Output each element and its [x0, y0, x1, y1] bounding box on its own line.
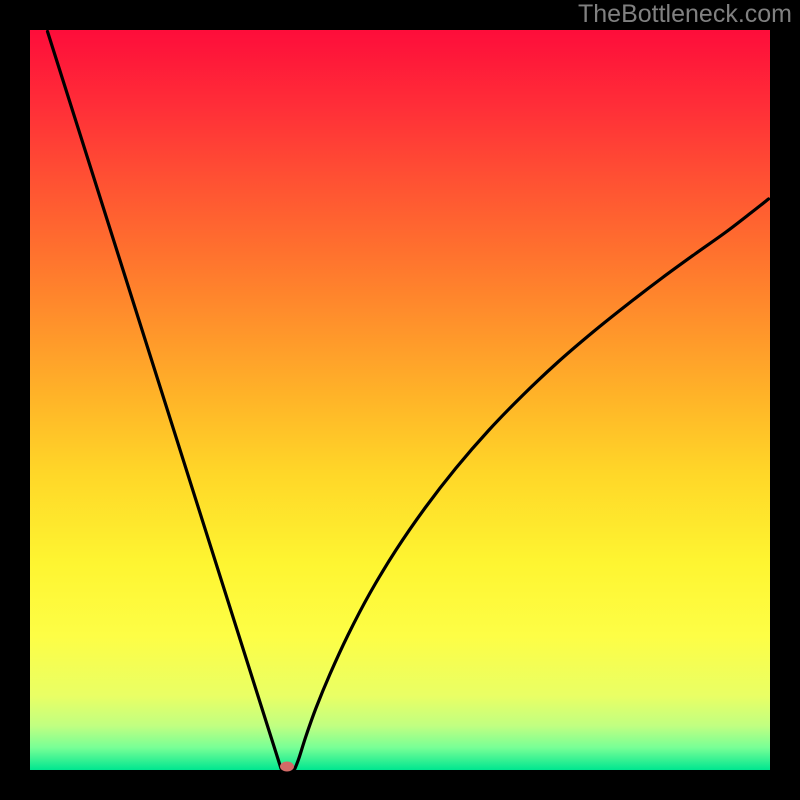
watermark-text: TheBottleneck.com — [578, 2, 792, 27]
plot-background — [30, 30, 770, 770]
bottleneck-chart — [0, 0, 800, 800]
optimal-point-marker — [280, 762, 294, 772]
